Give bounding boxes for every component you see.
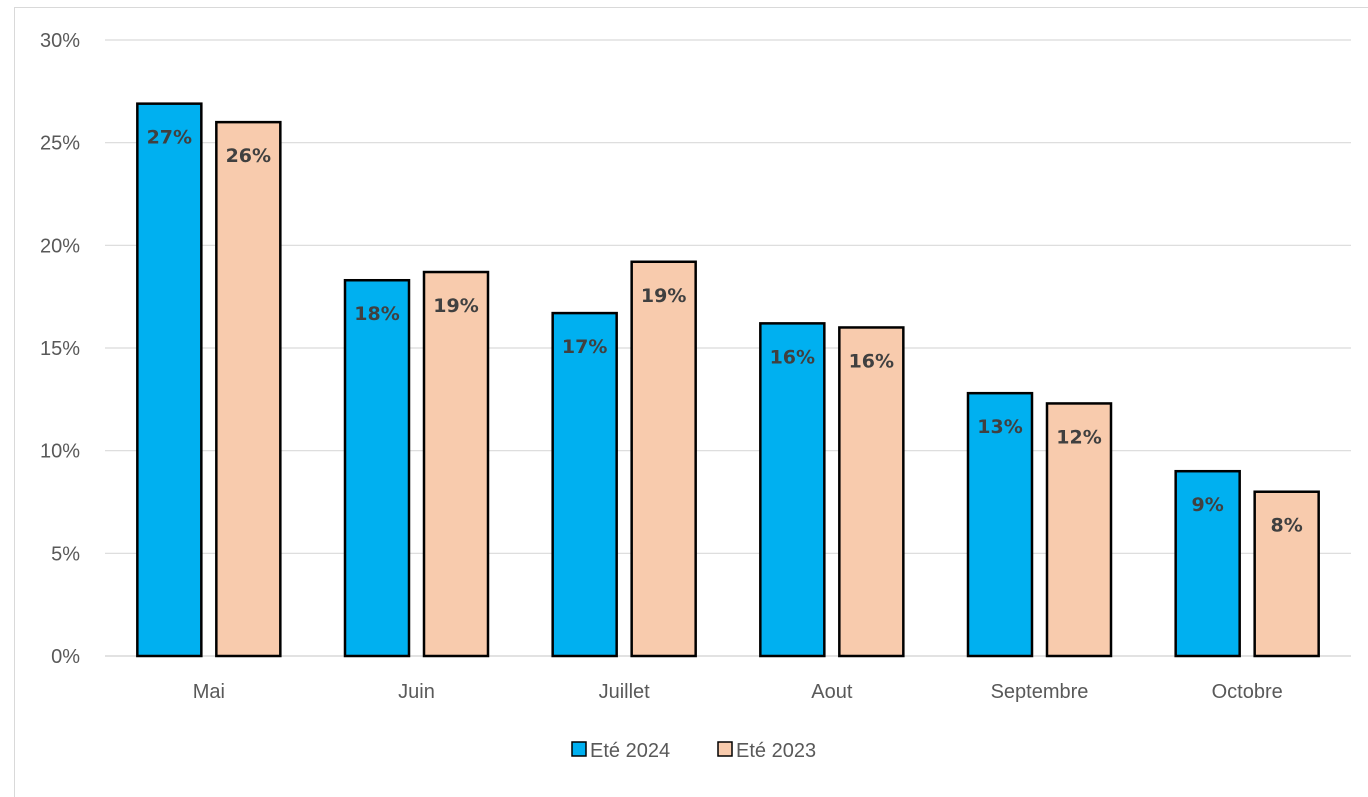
data-label: 19% [433,295,478,317]
x-tick-label: Juillet [599,681,651,703]
bar-series-2-aout [838,326,905,658]
bar-series-2-octobre [1253,490,1320,658]
x-tick-label: Juin [398,681,435,703]
x-tick-label: Octobre [1212,681,1283,703]
legend[interactable]: Eté 2024 Eté 2023 [571,740,816,762]
y-axis-tick-labels: 0% 5% 10% 15% 20% 25% 30% [40,30,80,668]
bar-series-1-septembre [966,391,1034,658]
bar-series-1-octobre [1174,469,1241,658]
data-label: 16% [849,350,894,372]
bar-series-1-aout [759,322,826,658]
data-label: 8% [1271,515,1303,537]
x-tick-label: Mai [193,681,225,703]
x-axis-tick-labels: Mai Juin Juillet Aout Septembre Octobre [193,681,1283,703]
legend-swatch [571,741,587,757]
data-labels: 27% 26% 18% 19% 17% 19% 16% 16% 13% 12% 9% 8% [147,127,1303,537]
data-label: 26% [226,145,271,167]
y-tick-label: 20% [40,235,80,257]
legend-label[interactable]: Eté 2023 [736,740,816,762]
bar-series-2-juin [422,270,490,658]
gridlines [105,39,1351,657]
legend-swatch [717,741,733,757]
x-tick-label: Septembre [991,681,1089,703]
y-tick-label: 10% [40,441,80,463]
bar-series-2-juillet [630,260,697,658]
data-label: 17% [562,336,607,358]
y-tick-label: 25% [40,133,80,155]
y-tick-label: 5% [51,543,80,565]
data-label: 19% [641,285,686,307]
y-tick-label: 30% [40,30,80,52]
bar-series-1-juillet [551,311,618,658]
y-tick-label: 15% [40,338,80,360]
bar-series-1-juin [343,278,411,658]
bars [136,102,1320,658]
data-label: 27% [147,127,192,149]
x-tick-label: Aout [811,681,853,703]
legend-label[interactable]: Eté 2024 [590,740,670,762]
bar-series-1-mai [136,102,203,658]
data-label: 16% [770,346,815,368]
bar-series-2-septembre [1045,402,1113,658]
data-label: 12% [1056,426,1101,448]
data-label: 13% [977,416,1022,438]
data-label: 9% [1192,494,1224,516]
data-label: 18% [354,303,399,325]
bar-series-2-mai [215,120,282,658]
chart-frame [14,7,1368,797]
y-tick-label: 0% [51,646,80,668]
